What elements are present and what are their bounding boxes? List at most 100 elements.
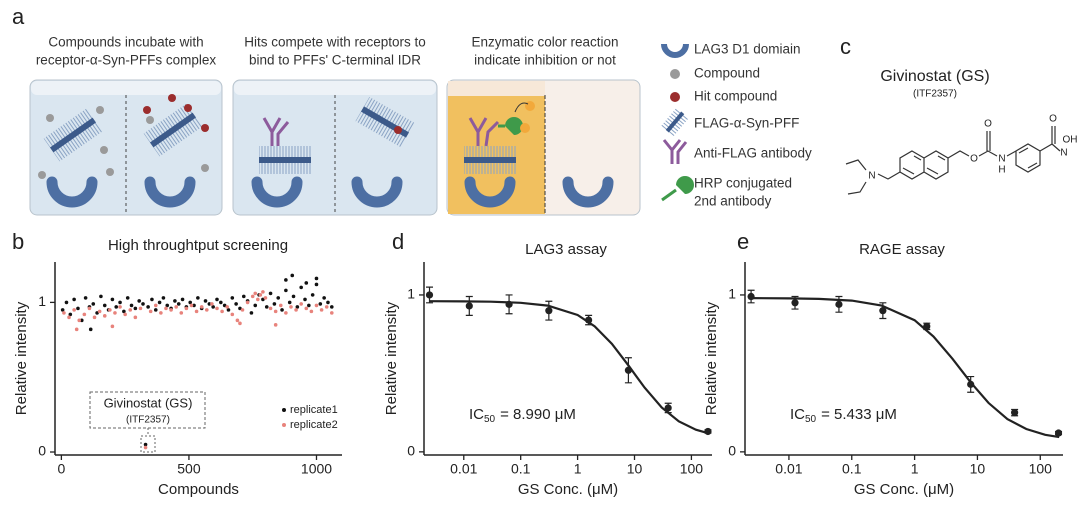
data-point (465, 302, 473, 310)
data-point (62, 311, 66, 315)
fit-curve (751, 297, 1060, 439)
y-axis-title: Relative intensity (383, 301, 400, 415)
data-point (79, 318, 84, 323)
legend-icons (661, 43, 694, 202)
data-point (879, 307, 887, 315)
annotation: Givinostat (GS) (104, 395, 193, 410)
data-point (304, 306, 309, 311)
panel-label: a (12, 4, 25, 29)
data-point (284, 311, 288, 315)
data-point (273, 309, 278, 314)
data-point (128, 308, 133, 312)
highlight-box (140, 435, 156, 453)
data-point (1054, 429, 1063, 437)
well (446, 79, 641, 216)
data-point (1011, 409, 1019, 417)
data-point (137, 299, 141, 303)
data-point (92, 315, 97, 320)
fit-curve (429, 300, 709, 435)
data-point (329, 311, 334, 315)
data-point (122, 309, 126, 314)
data-point (146, 305, 150, 309)
data-point (189, 303, 194, 308)
panel-label: c (840, 34, 851, 59)
data-point (319, 308, 324, 312)
y-tick-label: 1 (728, 286, 736, 302)
data-point (307, 303, 311, 308)
data-point (72, 297, 76, 302)
data-point (157, 300, 162, 305)
data-point (114, 305, 119, 309)
data-point (164, 306, 168, 311)
data-point (159, 311, 163, 315)
data-point (241, 294, 246, 299)
x-tick-label: 0 (57, 461, 65, 477)
data-point (179, 311, 184, 315)
data-point (289, 305, 293, 309)
data-point (108, 308, 112, 312)
y-tick-label: 1 (407, 286, 415, 302)
annotation: (ITF2357) (126, 415, 170, 426)
annotation-box (89, 391, 206, 429)
x-tick-label: 0.01 (775, 461, 802, 477)
data-point (74, 327, 79, 332)
data-point (322, 296, 326, 300)
atom-label: H (998, 165, 1005, 176)
data-point (226, 308, 231, 312)
data-point (304, 281, 309, 285)
legend-label: Compound (694, 66, 760, 81)
data-point (203, 299, 208, 303)
data-point (176, 302, 181, 306)
data-point (129, 303, 134, 308)
legend-label: Hit compound (694, 89, 777, 104)
x-tick-label: 1000 (301, 461, 332, 477)
atom-label: N (998, 154, 1005, 165)
data-point (110, 324, 115, 329)
legend-label: replicate2 (290, 419, 338, 431)
legend-label: HRP conjugated (694, 176, 792, 191)
data-point (303, 297, 307, 302)
annotation-text: = 8.990 μM (500, 406, 576, 423)
y-tick-label: 0 (728, 443, 736, 459)
data-point (77, 318, 82, 323)
step-caption: Compounds incubate with (48, 35, 203, 50)
data-point (180, 297, 185, 302)
data-point (835, 300, 843, 308)
step-caption: Hits compete with receptors to (244, 35, 426, 50)
well (29, 79, 223, 216)
data-point (329, 305, 334, 309)
x-axis-title: GS Conc. (μM) (518, 481, 618, 498)
data-point (174, 305, 178, 309)
data-point (207, 302, 212, 306)
data-point (276, 296, 281, 300)
panel-label: e (737, 229, 749, 254)
legend-marker (282, 408, 286, 412)
data-point (324, 305, 329, 309)
data-point (123, 312, 127, 317)
x-tick-label: 1 (911, 461, 919, 477)
data-point (72, 308, 76, 312)
atom-label: OH (1063, 135, 1078, 146)
data-point (585, 316, 593, 324)
data-point (318, 302, 323, 306)
x-axis-title: GS Conc. (μM) (854, 481, 954, 498)
data-point (624, 366, 633, 374)
atom-label: O (1049, 114, 1057, 125)
annotation: IC50 = 5.433 μM (790, 406, 897, 425)
data-point (230, 312, 235, 317)
data-point (97, 309, 102, 314)
data-point (664, 404, 672, 412)
structure (845, 126, 1061, 195)
atom-label: O (984, 119, 992, 130)
data-point (67, 315, 71, 320)
data-point (791, 299, 799, 307)
data-point (141, 302, 145, 306)
well (232, 79, 438, 216)
data-point (211, 305, 215, 309)
data-point (219, 300, 223, 305)
data-point (314, 282, 319, 287)
data-point (923, 322, 931, 330)
data-point (76, 306, 80, 311)
data-point (272, 302, 277, 306)
legend-label: LAG3 D1 domiain (694, 42, 801, 57)
